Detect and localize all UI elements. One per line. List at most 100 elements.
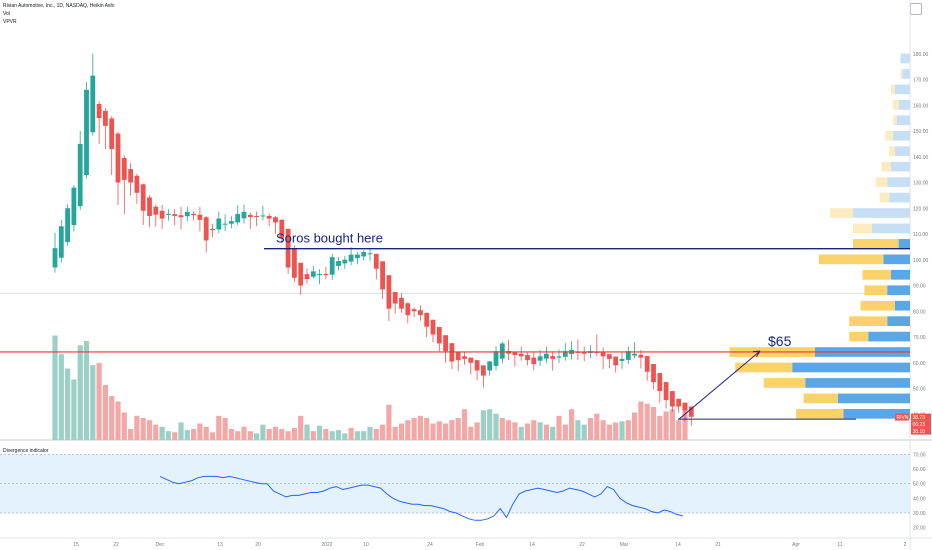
volume-profile-bar xyxy=(900,69,903,79)
volume-bar xyxy=(632,412,638,440)
volume-bar xyxy=(373,429,379,440)
volume-bar xyxy=(216,415,222,440)
candle-body xyxy=(455,352,461,361)
volume-profile-bar xyxy=(868,331,910,342)
price-badge-label: 06:23 xyxy=(913,422,926,428)
volume-bar xyxy=(619,421,625,440)
candle-body xyxy=(537,356,543,361)
indicator-title: Divergence indicator xyxy=(3,448,49,454)
price-axis-label: 160.00 xyxy=(913,103,929,109)
volume-profile-bar xyxy=(885,130,893,141)
volume-bar xyxy=(146,420,153,440)
volume-bar xyxy=(663,411,669,440)
candle-body xyxy=(499,343,505,359)
volume-profile-bar xyxy=(763,378,806,388)
volume-bar xyxy=(203,426,209,440)
volume-profile-bar xyxy=(864,285,888,296)
volume-profile-bar xyxy=(796,409,844,419)
volume-bar xyxy=(172,432,178,440)
candle-body xyxy=(147,197,152,216)
volume-bar xyxy=(449,420,455,440)
candle-body xyxy=(260,215,266,217)
soros-annotation: Soros bought here xyxy=(276,231,383,246)
volume-bar xyxy=(436,421,442,440)
target-arrow xyxy=(678,350,761,420)
price-badge-label: 38.73 xyxy=(913,415,926,421)
candle-body xyxy=(651,364,656,383)
volume-bar xyxy=(58,354,64,440)
volume-bar xyxy=(569,409,575,440)
volume-bar xyxy=(90,365,96,440)
candle-body xyxy=(424,312,430,327)
candle-body xyxy=(247,214,253,218)
volume-profile-bar xyxy=(803,393,838,404)
volume-bar xyxy=(178,422,184,440)
volume-bar xyxy=(65,368,71,440)
volume-bar xyxy=(361,431,367,440)
candle-body xyxy=(96,103,102,119)
time-axis-label: Feb xyxy=(476,542,485,548)
volume-bar xyxy=(493,413,499,440)
volume-bar xyxy=(594,413,600,440)
price-axis-label: 70.00 xyxy=(913,335,926,341)
candle-body xyxy=(298,262,304,286)
volume-legend[interactable]: Vol xyxy=(3,11,10,17)
candle-body xyxy=(657,373,663,392)
volume-bar xyxy=(600,420,606,440)
volume-profile-bar xyxy=(892,115,897,126)
indicator-axis-label: 70.00 xyxy=(913,452,926,458)
candle-body xyxy=(329,257,335,275)
time-axis-label: 11 xyxy=(837,542,842,548)
volume-bar xyxy=(487,409,493,440)
candle-body xyxy=(216,218,222,230)
volume-profile-bar xyxy=(849,316,888,326)
volume-profile-bar xyxy=(735,362,793,373)
candle-body xyxy=(310,271,316,277)
price-axis-label: 90.00 xyxy=(913,284,926,290)
volume-bar xyxy=(241,426,247,440)
volume-bar xyxy=(266,429,272,440)
time-axis-label: 15 xyxy=(73,542,79,548)
volume-bar xyxy=(197,423,203,440)
volume-profile-bar xyxy=(853,208,910,218)
candle-body xyxy=(77,143,83,207)
candle-body xyxy=(317,273,322,275)
indicator-band xyxy=(0,454,910,513)
volume-bar xyxy=(272,426,279,440)
candle-body xyxy=(531,357,537,365)
volume-bar xyxy=(480,410,486,440)
volume-bar xyxy=(524,423,531,440)
volume-profile-bar xyxy=(898,239,910,249)
volume-bar xyxy=(455,418,461,440)
candle-body xyxy=(342,259,348,264)
volume-bar xyxy=(392,426,398,440)
price-axis-label: 120.00 xyxy=(913,206,929,212)
candle-body xyxy=(292,248,297,278)
volume-bar xyxy=(575,420,581,440)
candle-body xyxy=(405,303,411,316)
volume-bar xyxy=(512,422,518,440)
volume-profile-bar xyxy=(872,223,910,234)
candle-body xyxy=(266,215,272,219)
candle-body xyxy=(525,355,530,361)
candle-body xyxy=(191,213,196,216)
candle-body xyxy=(443,335,448,352)
candle-body xyxy=(562,351,568,357)
vpvr-legend[interactable]: VPVR xyxy=(3,19,17,25)
candle-body xyxy=(436,326,442,344)
candle-body xyxy=(518,353,524,357)
time-axis-label: 22 xyxy=(113,542,119,548)
volume-bar xyxy=(587,418,594,440)
time-axis-label: 22 xyxy=(579,542,585,548)
volume-profile-bar xyxy=(830,208,853,218)
volume-bar xyxy=(682,403,688,440)
volume-bar xyxy=(657,415,663,440)
volume-bar xyxy=(499,418,505,440)
volume-bar xyxy=(329,431,335,440)
symbol-legend[interactable]: Rivian Automotive, Inc., 1D, NASDAQ, Hei… xyxy=(3,3,115,9)
candle-body xyxy=(676,398,682,407)
time-axis-label: Dec xyxy=(156,542,165,548)
price-axis-label: 80.00 xyxy=(913,309,926,315)
volume-bar xyxy=(279,429,285,440)
